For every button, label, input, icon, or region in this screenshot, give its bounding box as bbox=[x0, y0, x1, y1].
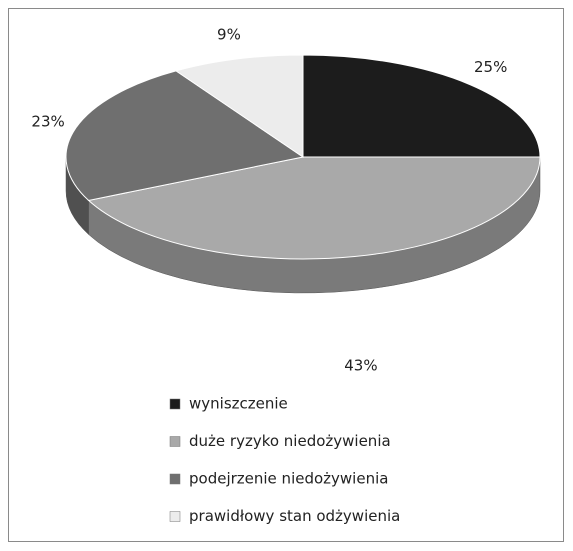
legend-swatch bbox=[169, 473, 181, 485]
data-label-value: 9 bbox=[217, 25, 227, 43]
legend-swatch bbox=[169, 436, 181, 447]
legend-label: wyniszczenie bbox=[189, 395, 288, 413]
data-label-value: 23 bbox=[31, 112, 50, 130]
percent-sign: % bbox=[493, 57, 507, 75]
slice bbox=[174, 54, 304, 158]
percent-sign: % bbox=[227, 25, 241, 43]
legend-label: podejrzenie niedożywienia bbox=[189, 470, 388, 488]
legend-label: prawidłowy stan odżywienia bbox=[189, 507, 400, 525]
slice bbox=[87, 156, 541, 260]
data-label: 9% bbox=[217, 25, 241, 43]
legend-swatch bbox=[169, 398, 181, 410]
data-label-value: 25 bbox=[474, 57, 493, 75]
legend-swatch bbox=[169, 511, 181, 522]
slice bbox=[302, 54, 541, 158]
slice bbox=[65, 70, 305, 201]
data-label: 43% bbox=[344, 356, 377, 374]
legend-label: duże ryzyko niedożywienia bbox=[189, 432, 391, 450]
percent-sign: % bbox=[363, 356, 377, 374]
percent-sign: % bbox=[51, 112, 65, 130]
data-label: 25% bbox=[474, 57, 507, 75]
data-label: 23% bbox=[31, 112, 64, 130]
data-label-value: 43 bbox=[344, 356, 363, 374]
